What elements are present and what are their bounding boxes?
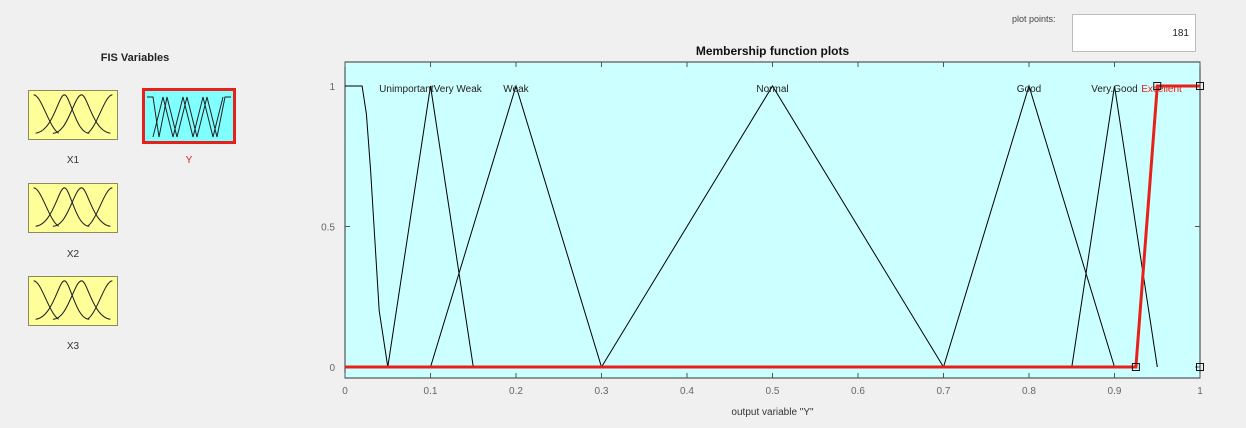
mf-name-label[interactable]: Very.Good <box>1091 84 1138 95</box>
mf-curve-excellent[interactable] <box>345 84 1200 369</box>
mf-curve-normal[interactable] <box>601 85 944 368</box>
mf-name-label[interactable]: Excellent <box>1141 84 1182 95</box>
variable-x1-box[interactable] <box>28 90 118 140</box>
mf-curve-good[interactable] <box>943 84 1115 368</box>
mf-name-label[interactable]: Weak <box>503 84 529 95</box>
mf-curve-very-weak[interactable] <box>387 85 474 368</box>
x-tick-label: 0.4 <box>680 386 694 397</box>
variable-y-box[interactable] <box>142 88 236 144</box>
x-tick-label: 0.1 <box>424 386 438 397</box>
x-axis-label: output variable "Y" <box>731 407 814 418</box>
mf-name-label[interactable]: UnimportantVery Weak <box>379 84 483 95</box>
variable-x2-box[interactable] <box>28 183 118 233</box>
fis-variables-title: FIS Variables <box>100 52 170 64</box>
y-tick-label: 1 <box>329 82 335 93</box>
plot-area <box>344 61 1201 379</box>
x-tick-label: 0.9 <box>1108 386 1122 397</box>
variable-x2-label: X2 <box>66 249 80 260</box>
x-tick-label: 0.6 <box>851 386 865 397</box>
variable-x3-box[interactable] <box>28 276 118 326</box>
x-tick-label: 0.7 <box>937 386 951 397</box>
y-tick-label: 0.5 <box>321 223 335 234</box>
membership-thumbnail-icon <box>147 96 231 138</box>
x-tick-label: 0.5 <box>766 386 780 397</box>
mf-handle[interactable] <box>1153 82 1162 90</box>
x-tick-label: 0.2 <box>509 386 523 397</box>
x-tick-label: 1 <box>1197 386 1203 397</box>
variable-x3-label: X3 <box>66 341 80 352</box>
mf-handle[interactable] <box>1196 363 1204 371</box>
membership-thumbnail-icon <box>33 187 113 227</box>
membership-thumbnail-icon <box>33 280 113 320</box>
mf-handle[interactable] <box>1196 82 1204 90</box>
plot-points-label: plot points: <box>1012 14 1056 24</box>
plot-points-input[interactable] <box>1072 14 1196 52</box>
plot-title: Membership function plots <box>695 44 850 58</box>
x-tick-label: 0.3 <box>595 386 609 397</box>
membership-thumbnail-icon <box>33 94 113 134</box>
mf-name-label[interactable]: Normal <box>756 84 788 95</box>
y-tick-label: 0 <box>329 363 335 374</box>
x-tick-label: 0 <box>342 386 348 397</box>
mf-name-label[interactable]: Good <box>1017 84 1041 95</box>
mf-curve-unimportant[interactable] <box>345 85 389 368</box>
x-tick-label: 0.8 <box>1022 386 1036 397</box>
variable-y-label: Y <box>185 155 193 166</box>
variable-x1-label: X1 <box>66 155 80 166</box>
mf-handle[interactable] <box>1131 363 1140 371</box>
